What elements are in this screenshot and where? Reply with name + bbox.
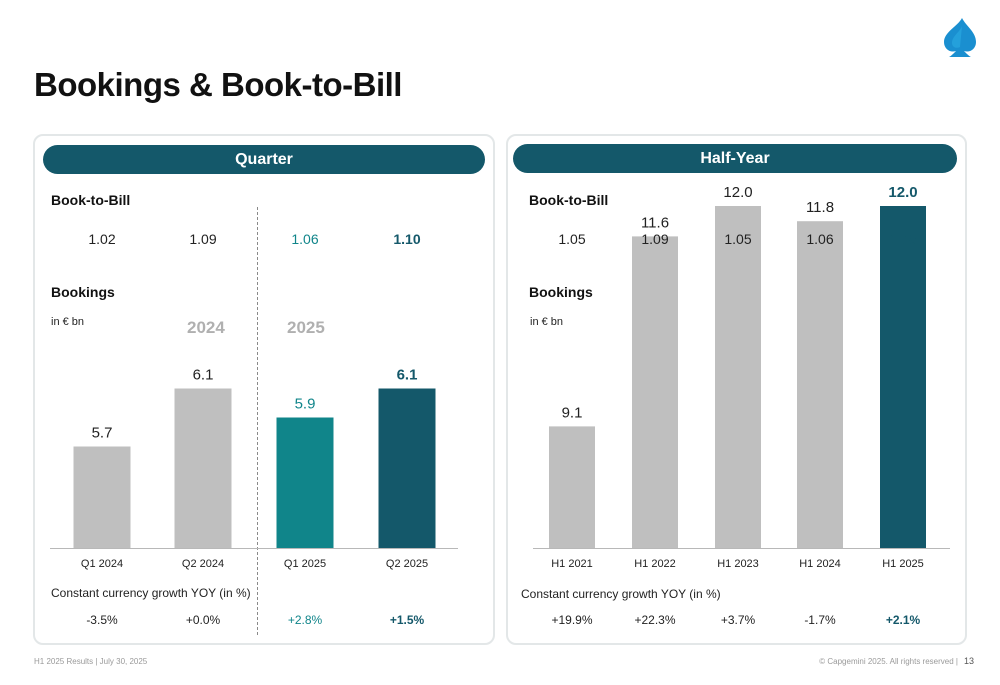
quarter-value-label-0: 5.7 <box>92 425 113 442</box>
halfyear-book-to-bill-label: Book-to-Bill <box>529 192 609 208</box>
quarter-bar-0 <box>73 446 131 548</box>
halfyear-book-to-bill-3: 1.06 <box>806 231 833 247</box>
quarter-bar-2 <box>276 417 334 548</box>
halfyear-category-label-2: H1 2023 <box>717 558 759 570</box>
footer-right: © Capgemini 2025. All rights reserved | 1… <box>819 656 974 666</box>
halfyear-category-label-1: H1 2022 <box>634 558 676 570</box>
quarter-bookings-label: Bookings <box>51 284 115 300</box>
footer-left: H1 2025 Results | July 30, 2025 <box>34 657 148 666</box>
halfyear-growth-title: Constant currency growth YOY (in %) <box>521 587 721 601</box>
halfyear-value-label-1: 11.6 <box>641 214 669 231</box>
quarter-category-label-2: Q1 2025 <box>284 558 326 570</box>
halfyear-value-label-0: 9.1 <box>562 404 583 421</box>
year-2024-label: 2024 <box>187 318 225 337</box>
halfyear-category-label-0: H1 2021 <box>551 558 593 570</box>
halfyear-header: Half-Year <box>513 144 957 173</box>
quarter-category-label-0: Q1 2024 <box>81 558 123 570</box>
quarter-book-to-bill-label: Book-to-Bill <box>51 192 131 208</box>
quarter-value-label-3: 6.1 <box>397 367 418 384</box>
halfyear-book-to-bill-1: 1.09 <box>641 231 668 247</box>
quarter-book-to-bill-3: 1.10 <box>393 231 420 247</box>
halfyear-book-to-bill-2: 1.05 <box>724 231 751 247</box>
quarter-book-to-bill-2: 1.06 <box>291 231 318 247</box>
halfyear-value-label-4: 12.0 <box>888 184 917 201</box>
quarter-growth-title: Constant currency growth YOY (in %) <box>51 586 251 600</box>
halfyear-book-to-bill-0: 1.05 <box>558 231 585 247</box>
quarter-growth-0: -3.5% <box>86 613 118 627</box>
halfyear-growth-0: +19.9% <box>551 613 592 627</box>
halfyear-bar-3 <box>797 221 843 548</box>
halfyear-value-label-2: 12.0 <box>723 184 752 201</box>
halfyear-bar-0 <box>549 426 595 548</box>
quarter-book-to-bill-0: 1.02 <box>88 231 115 247</box>
quarter-growth-3: +1.5% <box>390 613 425 627</box>
halfyear-growth-4: +2.1% <box>886 613 921 627</box>
quarter-book-to-bill-1: 1.09 <box>189 231 216 247</box>
halfyear-value-label-3: 11.8 <box>806 199 834 216</box>
quarter-category-label-3: Q2 2025 <box>386 558 428 570</box>
halfyear-book-to-bill-4: 1.08 <box>889 231 916 247</box>
quarter-unit-label: in € bn <box>51 316 85 328</box>
quarter-value-label-1: 6.1 <box>193 367 214 384</box>
quarter-value-label-2: 5.9 <box>295 396 316 413</box>
halfyear-category-label-4: H1 2025 <box>882 558 924 570</box>
spade-logo-icon <box>944 18 976 57</box>
quarter-category-label-1: Q2 2024 <box>182 558 224 570</box>
year-2025-label: 2025 <box>287 318 325 337</box>
quarter-header: Quarter <box>43 145 485 174</box>
halfyear-category-label-3: H1 2024 <box>799 558 841 570</box>
quarter-bar-1 <box>174 388 232 548</box>
halfyear-growth-2: +3.7% <box>721 613 756 627</box>
page-title: Bookings & Book-to-Bill <box>34 66 402 103</box>
copyright-text: © Capgemini 2025. All rights reserved | <box>819 657 958 666</box>
quarter-bar-3 <box>378 388 436 548</box>
halfyear-bookings-label: Bookings <box>529 284 593 300</box>
quarter-growth-1: +0.0% <box>186 613 221 627</box>
year-divider <box>257 207 258 635</box>
halfyear-bar-1 <box>632 236 678 548</box>
halfyear-bar-2 <box>715 206 761 548</box>
halfyear-growth-3: -1.7% <box>804 613 836 627</box>
halfyear-bar-4 <box>880 206 926 548</box>
page-number: 13 <box>963 656 974 666</box>
halfyear-unit-label: in € bn <box>530 316 564 328</box>
halfyear-growth-1: +22.3% <box>634 613 675 627</box>
quarter-growth-2: +2.8% <box>288 613 323 627</box>
